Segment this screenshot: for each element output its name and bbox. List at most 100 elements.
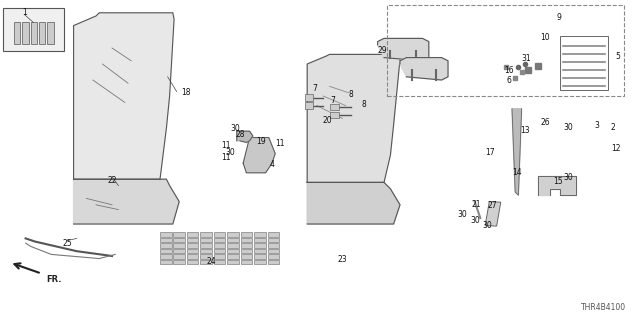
Text: 28: 28 [236, 130, 245, 139]
Bar [330, 112, 339, 118]
Bar [227, 254, 239, 259]
Text: 23: 23 [337, 255, 348, 264]
Bar [39, 22, 45, 44]
Text: 30: 30 [230, 124, 241, 132]
Bar [268, 243, 279, 248]
Bar [187, 260, 198, 264]
Text: 8: 8 [361, 100, 366, 109]
Bar [200, 260, 212, 264]
Text: 4: 4 [269, 160, 275, 169]
Text: 24: 24 [206, 257, 216, 266]
Bar [31, 22, 37, 44]
Bar [160, 249, 172, 253]
Text: 17: 17 [484, 148, 495, 157]
Polygon shape [512, 109, 522, 195]
Text: 30: 30 [563, 173, 573, 182]
Bar [173, 238, 185, 242]
Bar [160, 260, 172, 264]
Bar [227, 249, 239, 253]
Bar [200, 232, 212, 237]
Text: 8: 8 [348, 90, 353, 99]
Bar [187, 232, 198, 237]
Text: 12: 12 [611, 144, 620, 153]
Bar [214, 238, 225, 242]
Polygon shape [378, 38, 429, 61]
Bar [241, 249, 252, 253]
Text: 13: 13 [520, 126, 530, 135]
Bar [268, 238, 279, 242]
Bar [305, 94, 313, 101]
Bar [268, 254, 279, 259]
Bar [268, 232, 279, 237]
Bar [254, 260, 266, 264]
Bar [254, 232, 266, 237]
Text: 30: 30 [563, 123, 573, 132]
Text: 1: 1 [22, 8, 27, 17]
Text: 11: 11 [221, 141, 230, 150]
Bar [305, 102, 313, 109]
Polygon shape [307, 54, 400, 182]
Text: 7: 7 [312, 84, 317, 93]
Polygon shape [74, 13, 174, 179]
Bar [200, 254, 212, 259]
Bar [200, 238, 212, 242]
Text: 31: 31 [521, 54, 531, 63]
Bar [241, 232, 252, 237]
Bar [227, 238, 239, 242]
Bar [22, 22, 29, 44]
Bar [268, 249, 279, 253]
Text: 14: 14 [512, 168, 522, 177]
Bar [187, 243, 198, 248]
Text: FR.: FR. [47, 275, 62, 284]
Bar [160, 238, 172, 242]
Bar [160, 243, 172, 248]
Text: 6: 6 [506, 76, 511, 85]
Bar [3, 8, 64, 51]
Bar [330, 104, 339, 110]
Bar [241, 238, 252, 242]
Bar [187, 249, 198, 253]
Bar [14, 22, 20, 44]
Bar [268, 260, 279, 264]
Bar [200, 249, 212, 253]
Polygon shape [538, 176, 576, 195]
Bar [47, 22, 54, 44]
Text: 27: 27 [488, 201, 498, 210]
Text: 11: 11 [221, 153, 230, 162]
Text: 2: 2 [611, 123, 616, 132]
Bar [227, 232, 239, 237]
Bar [241, 260, 252, 264]
Bar [160, 254, 172, 259]
Text: 9: 9 [556, 13, 561, 22]
Polygon shape [237, 131, 253, 142]
Text: 16: 16 [504, 66, 514, 75]
Text: 30: 30 [457, 210, 467, 219]
Text: 22: 22 [108, 176, 116, 185]
Polygon shape [243, 138, 275, 173]
Bar [173, 254, 185, 259]
Text: 18: 18 [181, 88, 190, 97]
Polygon shape [307, 182, 400, 224]
Bar [485, 202, 500, 226]
Bar [214, 260, 225, 264]
Bar [173, 243, 185, 248]
Bar [387, 5, 624, 96]
Bar [173, 260, 185, 264]
Bar [214, 254, 225, 259]
Text: 19: 19 [256, 137, 266, 146]
Bar [227, 243, 239, 248]
Bar [254, 249, 266, 253]
Bar [227, 260, 239, 264]
Text: 15: 15 [553, 177, 563, 186]
Bar [214, 249, 225, 253]
Bar [173, 232, 185, 237]
Bar [560, 36, 608, 90]
Polygon shape [74, 179, 179, 224]
Text: 3: 3 [594, 121, 599, 130]
Bar [254, 254, 266, 259]
Bar [254, 238, 266, 242]
Polygon shape [400, 58, 448, 80]
Bar [214, 232, 225, 237]
Text: 21: 21 [472, 200, 481, 209]
Text: 20: 20 [323, 116, 333, 124]
